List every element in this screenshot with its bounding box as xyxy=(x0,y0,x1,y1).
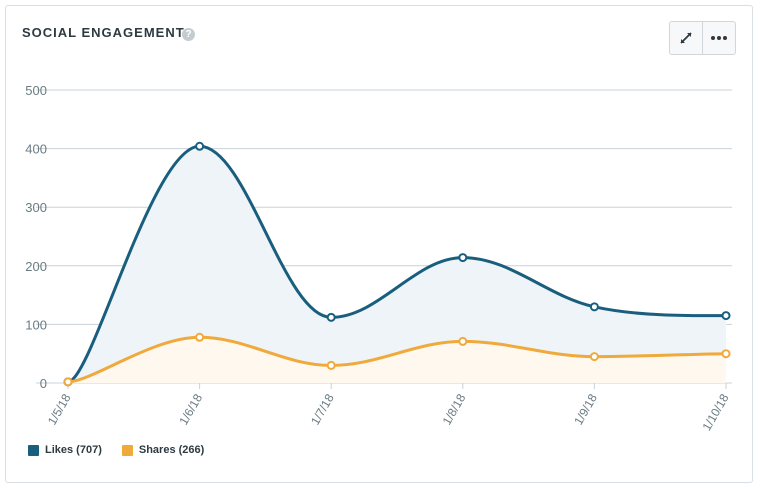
shares-point[interactable] xyxy=(63,377,73,387)
expand-arrows-icon xyxy=(680,32,692,44)
y-tick-label: 200 xyxy=(25,259,47,274)
shares-line xyxy=(67,335,727,384)
likes-point[interactable] xyxy=(458,253,468,263)
y-tick-label: 0 xyxy=(40,376,47,391)
likes-point[interactable] xyxy=(721,311,731,321)
shares-point[interactable] xyxy=(721,349,731,359)
y-tick-label: 100 xyxy=(25,317,47,332)
chart-toolbar xyxy=(669,21,736,55)
more-options-button[interactable] xyxy=(702,22,735,54)
x-tick-label: 1/5/18 xyxy=(45,391,74,427)
y-tick-label: 500 xyxy=(25,83,47,98)
x-tick-label: 1/6/18 xyxy=(176,391,205,427)
shares-swatch xyxy=(121,444,133,456)
legend-label-shares: Shares (266) xyxy=(138,444,205,456)
likes-area xyxy=(68,146,726,383)
y-tick-label: 300 xyxy=(25,200,47,215)
legend-label-likes: Likes (707) xyxy=(45,444,102,456)
x-tick-label: 1/9/18 xyxy=(571,391,600,427)
shares-point[interactable] xyxy=(589,352,599,362)
chart-card: SOCIAL ENGAGEMENT ? xyxy=(5,5,753,483)
chart-title: SOCIAL ENGAGEMENT xyxy=(22,25,185,40)
x-tick-label: 1/10/18 xyxy=(699,391,731,433)
legend-item-shares[interactable]: Shares (266) xyxy=(121,444,205,456)
shares-point[interactable] xyxy=(326,360,336,370)
shares-point[interactable] xyxy=(195,332,205,342)
shares-point[interactable] xyxy=(458,336,468,346)
likes-swatch xyxy=(28,444,39,456)
likes-point[interactable] xyxy=(326,312,336,322)
shares-area xyxy=(68,337,726,383)
y-tick-label: 400 xyxy=(25,142,47,157)
likes-point[interactable] xyxy=(589,302,599,312)
x-tick-label: 1/7/18 xyxy=(308,391,337,427)
expand-button[interactable] xyxy=(670,22,702,54)
legend: Likes (707) Shares (266) xyxy=(28,444,204,456)
legend-item-likes[interactable]: Likes (707) xyxy=(28,444,102,456)
likes-point[interactable] xyxy=(195,141,205,151)
more-dots-icon xyxy=(711,36,727,40)
x-tick-label: 1/8/18 xyxy=(440,391,469,427)
help-icon[interactable]: ? xyxy=(182,28,195,41)
